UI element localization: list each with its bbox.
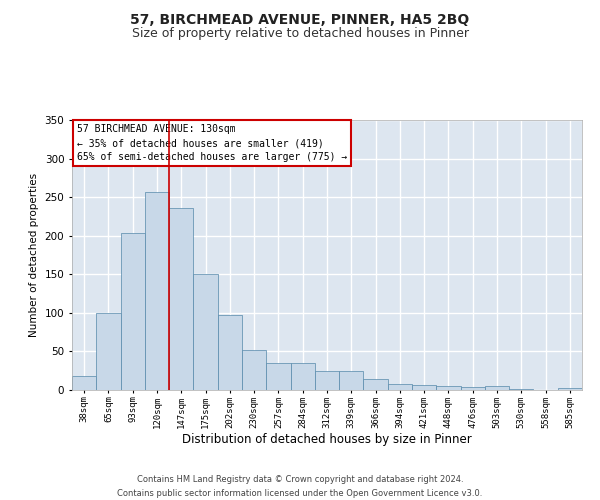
Bar [485,386,509,390]
Bar [193,274,218,390]
Bar [290,363,315,390]
Bar [412,384,436,390]
Text: Contains HM Land Registry data © Crown copyright and database right 2024.
Contai: Contains HM Land Registry data © Crown c… [118,476,482,498]
Text: 57 BIRCHMEAD AVENUE: 130sqm
← 35% of detached houses are smaller (419)
65% of se: 57 BIRCHMEAD AVENUE: 130sqm ← 35% of det… [77,124,347,162]
X-axis label: Distribution of detached houses by size in Pinner: Distribution of detached houses by size … [182,434,472,446]
Bar [145,192,169,390]
Y-axis label: Number of detached properties: Number of detached properties [29,173,39,337]
Bar [169,208,193,390]
Bar [315,370,339,390]
Bar [558,388,582,390]
Bar [339,370,364,390]
Bar [218,315,242,390]
Bar [96,313,121,390]
Text: 57, BIRCHMEAD AVENUE, PINNER, HA5 2BQ: 57, BIRCHMEAD AVENUE, PINNER, HA5 2BQ [130,12,470,26]
Bar [121,232,145,390]
Text: Size of property relative to detached houses in Pinner: Size of property relative to detached ho… [131,28,469,40]
Bar [364,379,388,390]
Bar [388,384,412,390]
Bar [436,386,461,390]
Bar [266,363,290,390]
Bar [242,350,266,390]
Bar [72,376,96,390]
Bar [509,389,533,390]
Bar [461,387,485,390]
